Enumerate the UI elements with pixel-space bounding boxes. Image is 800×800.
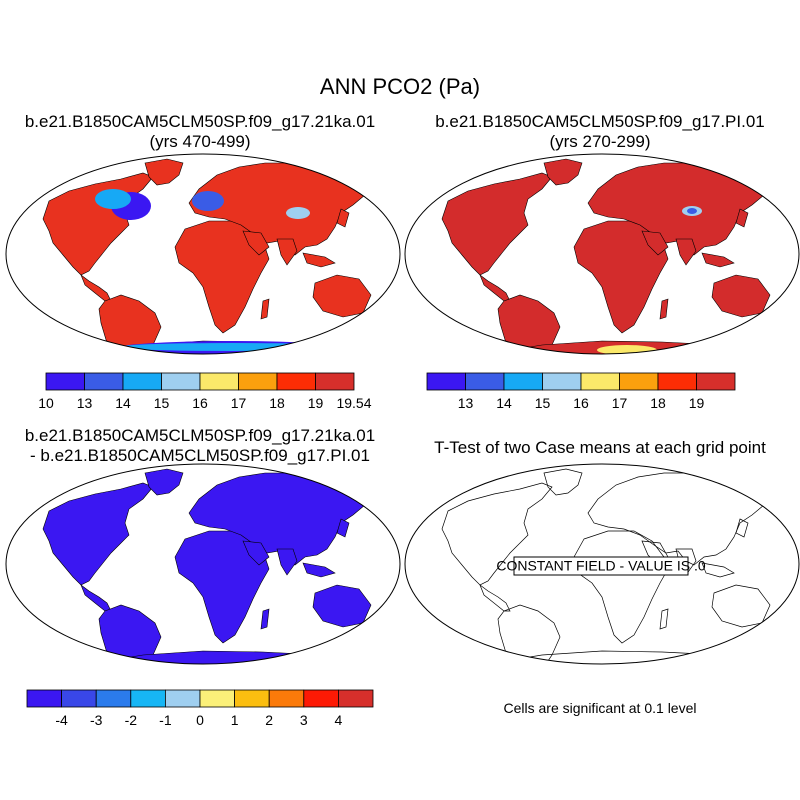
colorbar-swatch [238, 372, 278, 391]
map-panel-2 [404, 153, 800, 355]
panel-1-title: b.e21.B1850CAM5CLM50SP.f09_g17.21ka.01 (y… [24, 112, 376, 151]
colorbar-tick-label: 13 [77, 395, 93, 411]
colorbar-tick-label: 17 [612, 395, 628, 411]
colorbar-tick-label: 1 [231, 712, 239, 728]
colorbar-swatch [276, 372, 316, 391]
colorbar-swatch [61, 689, 97, 708]
map-frame-1 [5, 153, 401, 355]
colorbar-tick-label: 16 [192, 395, 208, 411]
colorbar-swatch [696, 372, 736, 391]
colorbar-swatch [45, 372, 85, 391]
colorbar-swatch [303, 689, 339, 708]
colorbar-tick-label: 0 [196, 712, 204, 728]
colorbar-swatch [26, 689, 62, 708]
ice-edge-1 [95, 189, 131, 209]
constant-field-box [513, 556, 689, 576]
colorbar-tick-label: 19 [308, 395, 324, 411]
colorbar-swatch [95, 689, 132, 708]
map-panel-1 [5, 153, 401, 355]
colorbar-swatch [580, 372, 620, 391]
tibet-core-2 [687, 208, 697, 214]
colorbar-swatch [161, 372, 201, 391]
map-panel-4: CONSTANT FIELD - VALUE IS .0 [404, 463, 800, 665]
colorbar-swatch [315, 372, 355, 391]
colorbar-swatch [619, 372, 659, 391]
panel-2-title: b.e21.B1850CAM5CLM50SP.f09_g17.PI.01 (yrs… [435, 112, 765, 151]
eurasia-low-1 [192, 191, 224, 211]
colorbar-tick-label: 17 [231, 395, 247, 411]
colorbar-tick-label: -1 [159, 712, 172, 728]
map-frame-3 [5, 463, 401, 665]
colorbar-swatch [199, 689, 235, 708]
colorbar-swatch [122, 372, 162, 391]
colorbar-swatch [465, 372, 505, 391]
colorbar-swatch [542, 372, 582, 391]
colorbar-tick-label: 19.54 [336, 395, 371, 411]
tibet-low-1 [286, 207, 310, 219]
colorbar-tick-label: 18 [650, 395, 666, 411]
land-fill-3 [42, 468, 384, 664]
colorbar-swatch [503, 372, 543, 391]
colorbar-tick-label: 19 [689, 395, 705, 411]
colorbar-swatch [268, 689, 305, 708]
colorbar-tick-label: 16 [573, 395, 589, 411]
colorbar-tick-label: 14 [115, 395, 131, 411]
constant-field-label: CONSTANT FIELD - VALUE IS .0 [496, 558, 705, 574]
colorbar-tick-label: 15 [535, 395, 551, 411]
colorbar-tick-label: 13 [458, 395, 474, 411]
colorbar-swatch [130, 689, 166, 708]
coastline-outline-4 [441, 468, 783, 664]
map-frame-2 [404, 153, 800, 355]
colorbar-1: 10 13 14 15 16 17 18 19 19.54 [38, 372, 372, 411]
colorbar-swatch [234, 689, 270, 708]
colorbar-swatch [84, 372, 124, 391]
colorbar-tick-label: 15 [154, 395, 170, 411]
colorbar-tick-label: 4 [335, 712, 343, 728]
colorbar-tick-label: 3 [300, 712, 308, 728]
significance-note: Cells are significant at 0.1 level [503, 700, 697, 716]
colorbar-swatch [337, 689, 374, 708]
colorbar-tick-label: -3 [90, 712, 103, 728]
colorbar-2: 13 14 15 16 17 18 19 [426, 372, 736, 411]
colorbar-swatch [199, 372, 239, 391]
antarctica-mid-1 [118, 343, 348, 351]
figure-title: ANN PCO2 (Pa) [319, 74, 481, 99]
colorbar-tick-label: 14 [496, 395, 512, 411]
panel-4-title: T-Test of two Case means at each grid po… [434, 438, 766, 457]
map-frame-4 [404, 463, 800, 665]
colorbar-swatch [164, 689, 201, 708]
panel-3-title: b.e21.B1850CAM5CLM50SP.f09_g17.21ka.01- … [24, 426, 376, 465]
land-fill-2 [441, 158, 783, 354]
colorbar-3: -4 -3 -2 -1 0 1 2 3 4 [26, 689, 374, 728]
colorbar-tick-label: 2 [265, 712, 273, 728]
colorbar-tick-label: 10 [38, 395, 54, 411]
map-panel-3 [5, 463, 401, 665]
colorbar-swatch [426, 372, 466, 391]
colorbar-tick-label: -2 [125, 712, 138, 728]
colorbar-tick-label: -4 [55, 712, 68, 728]
colorbar-swatch [657, 372, 697, 391]
colorbar-tick-label: 18 [269, 395, 285, 411]
